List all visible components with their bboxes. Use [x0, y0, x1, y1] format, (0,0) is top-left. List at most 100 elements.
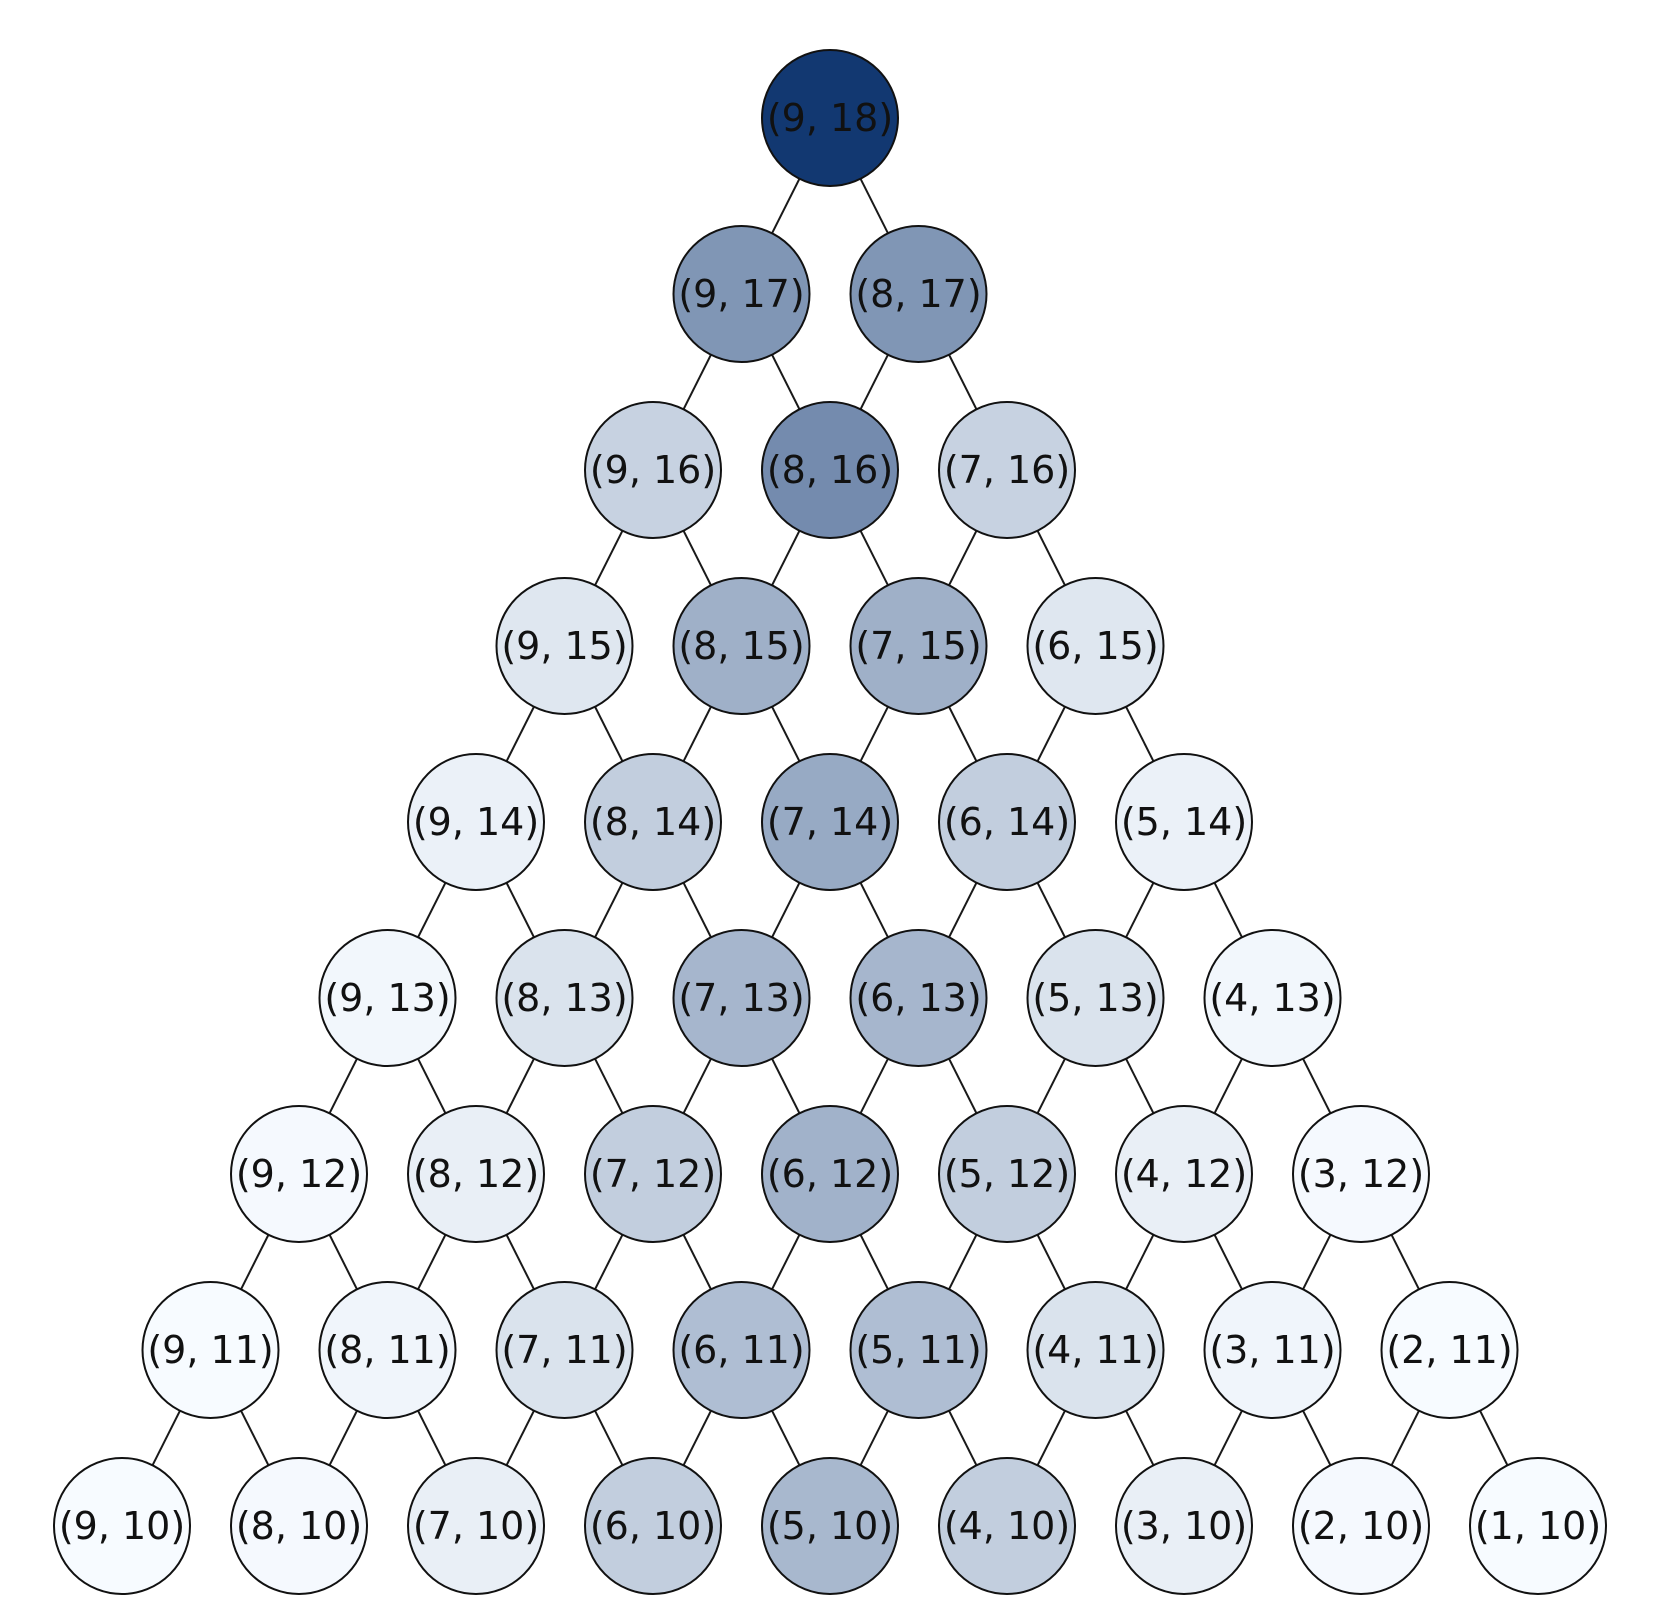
node-circle [230, 1105, 368, 1243]
node: (4, 10) [938, 1457, 1076, 1595]
node-label: (9, 10) [59, 1504, 185, 1548]
node: (6, 14) [938, 753, 1076, 891]
node-label: (9, 17) [678, 272, 804, 316]
node-circle [761, 401, 899, 539]
node-label: (5, 12) [944, 1152, 1070, 1196]
node-label: (7, 14) [767, 800, 893, 844]
node: (7, 11) [495, 1281, 634, 1419]
node-circle [495, 577, 634, 715]
node: (5, 12) [938, 1105, 1076, 1243]
node-circle [938, 1105, 1076, 1243]
node-label: (9, 18) [767, 96, 893, 140]
node: (3, 11) [1203, 1281, 1342, 1419]
node: (9, 10) [53, 1457, 191, 1595]
node-label: (9, 13) [324, 976, 450, 1020]
node-label: (8, 16) [767, 448, 893, 492]
node-circle [1115, 1105, 1253, 1243]
node-circle [584, 753, 722, 891]
node: (7, 15) [849, 577, 988, 715]
node-circle [849, 1281, 988, 1419]
node-circle [318, 929, 457, 1067]
node: (4, 13) [1203, 929, 1342, 1067]
node-label: (4, 12) [1121, 1152, 1247, 1196]
node-circle [584, 1457, 722, 1595]
node: (6, 13) [849, 929, 988, 1067]
node-circle [407, 1457, 545, 1595]
node-circle [938, 753, 1076, 891]
node-circle [761, 1457, 899, 1595]
node: (3, 10) [1115, 1457, 1253, 1595]
node-circle [407, 753, 545, 891]
node-label: (4, 10) [944, 1504, 1070, 1548]
node: (6, 15) [1026, 577, 1165, 715]
node-circle [1292, 1105, 1430, 1243]
node-label: (6, 13) [855, 976, 981, 1020]
node-label: (6, 14) [944, 800, 1070, 844]
node-label: (5, 10) [767, 1504, 893, 1548]
node-label: (8, 11) [324, 1328, 450, 1372]
node: (7, 12) [584, 1105, 722, 1243]
node-label: (6, 11) [678, 1328, 804, 1372]
node: (8, 15) [672, 577, 811, 715]
node-label: (8, 15) [678, 624, 804, 668]
node-label: (2, 11) [1386, 1328, 1512, 1372]
node-label: (7, 11) [501, 1328, 627, 1372]
node-circle [1380, 1281, 1519, 1419]
node-circle [495, 929, 634, 1067]
node-label: (8, 13) [501, 976, 627, 1020]
node: (5, 10) [761, 1457, 899, 1595]
node: (7, 14) [761, 753, 899, 891]
node-label: (8, 17) [855, 272, 981, 316]
node-circle [584, 401, 722, 539]
node: (7, 13) [672, 929, 811, 1067]
node-circle [849, 929, 988, 1067]
node: (8, 11) [318, 1281, 457, 1419]
node: (8, 16) [761, 401, 899, 539]
node-label: (1, 10) [1475, 1504, 1601, 1548]
node: (4, 12) [1115, 1105, 1253, 1243]
node: (7, 16) [938, 401, 1076, 539]
node-circle [407, 1105, 545, 1243]
node-label: (7, 10) [413, 1504, 539, 1548]
node-label: (7, 12) [590, 1152, 716, 1196]
node-circle [584, 1105, 722, 1243]
node-circle [672, 225, 811, 363]
node: (6, 11) [672, 1281, 811, 1419]
node-circle [761, 49, 899, 187]
node: (9, 15) [495, 577, 634, 715]
node-circle [1292, 1457, 1430, 1595]
node-circle [1026, 929, 1165, 1067]
node: (4, 11) [1026, 1281, 1165, 1419]
node-label: (5, 14) [1121, 800, 1247, 844]
node-label: (6, 12) [767, 1152, 893, 1196]
nodes-layer: (9, 18) (9, 17) (8, 17) (9, 16) (8, 16) (7, 1… [53, 49, 1607, 1595]
node: (9, 13) [318, 929, 457, 1067]
node-label: (7, 13) [678, 976, 804, 1020]
node: (2, 11) [1380, 1281, 1519, 1419]
node: (9, 18) [761, 49, 899, 187]
node-circle [849, 577, 988, 715]
node-label: (7, 15) [855, 624, 981, 668]
node: (6, 10) [584, 1457, 722, 1595]
node-circle [1026, 1281, 1165, 1419]
node-label: (7, 16) [944, 448, 1070, 492]
node-label: (2, 10) [1298, 1504, 1424, 1548]
node: (5, 13) [1026, 929, 1165, 1067]
node-label: (8, 12) [413, 1152, 539, 1196]
node: (2, 10) [1292, 1457, 1430, 1595]
node-label: (8, 10) [236, 1504, 362, 1548]
node-circle [938, 1457, 1076, 1595]
node-circle [672, 1281, 811, 1419]
node-label: (3, 11) [1209, 1328, 1335, 1372]
node-label: (6, 10) [590, 1504, 716, 1548]
node-label: (5, 13) [1032, 976, 1158, 1020]
node-circle [318, 1281, 457, 1419]
node-label: (9, 11) [147, 1328, 273, 1372]
node: (8, 17) [849, 225, 988, 363]
node-circle [1115, 1457, 1253, 1595]
node-circle [672, 577, 811, 715]
node: (9, 16) [584, 401, 722, 539]
node: (8, 13) [495, 929, 634, 1067]
node-label: (8, 14) [590, 800, 716, 844]
